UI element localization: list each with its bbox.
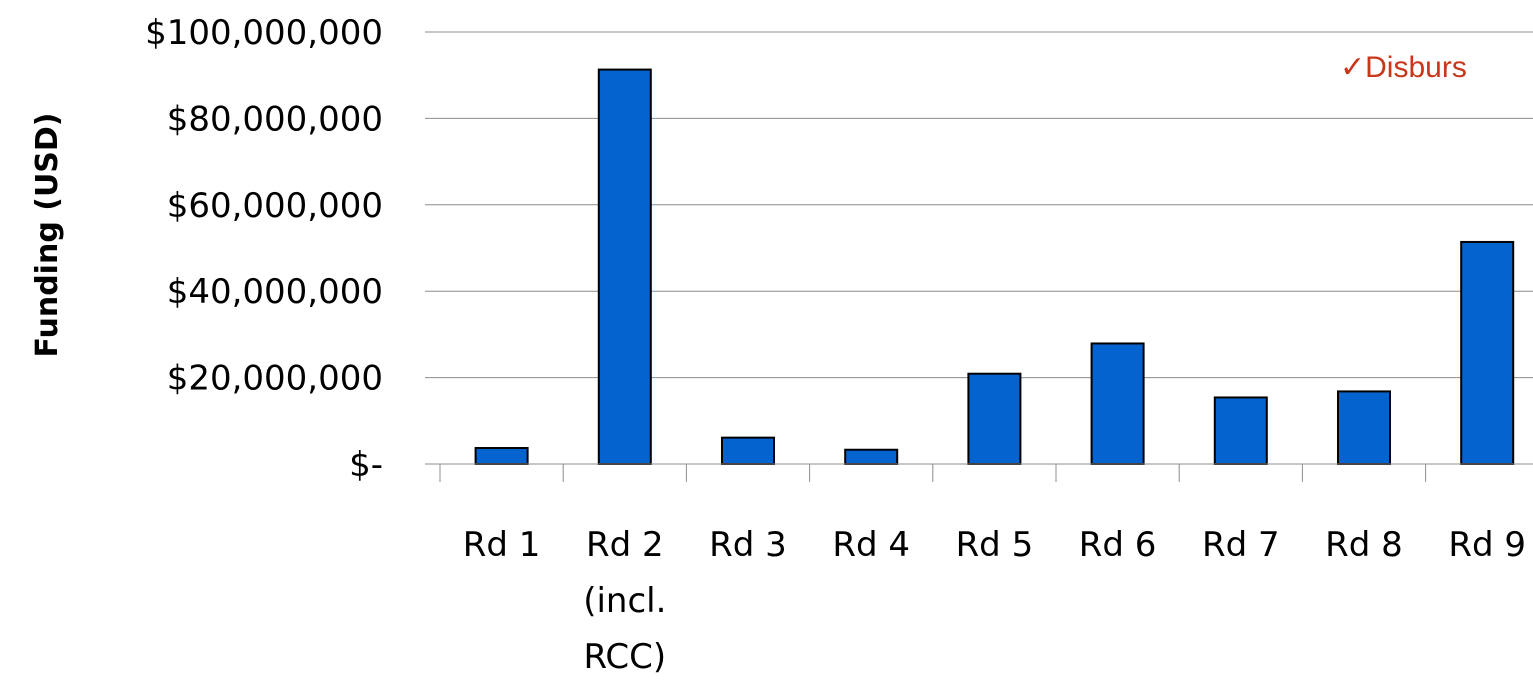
- disbursed-annotation: ✓Disburs: [1340, 51, 1467, 84]
- y-tick-label: $40,000,000: [167, 272, 383, 312]
- bar: [844, 448, 899, 465]
- x-tick-label: Rd 9: [1448, 525, 1526, 565]
- y-tick-labels: $- $20,000,000 $40,000,000 $60,000,000 $80,0…: [145, 13, 383, 485]
- bar: [1213, 396, 1268, 465]
- x-tick-label: Rd 4: [832, 525, 910, 565]
- x-tick-label: Rd 8: [1325, 525, 1403, 565]
- y-tick-label: $100,000,000: [145, 13, 383, 53]
- bar: [721, 436, 775, 466]
- x-tick-label: Rd 5: [956, 525, 1034, 565]
- x-tick-label: Rd 3: [709, 525, 787, 565]
- bar: [597, 68, 652, 465]
- bar: [474, 447, 529, 465]
- x-tick-label: (incl.: [583, 581, 666, 621]
- y-tick-label: $60,000,000: [167, 186, 383, 226]
- x-axis: [439, 463, 1533, 482]
- bar: [1337, 390, 1391, 466]
- x-tick-labels: Rd 1 Rd 2 (incl. RCC) Rd 3 Rd 4 Rd 5 Rd 6 Rd 7 Rd…: [463, 525, 1526, 677]
- bar: [1090, 342, 1145, 465]
- bars: [474, 68, 1515, 466]
- y-tick-label: $80,000,000: [167, 99, 383, 139]
- x-tick-label: RCC): [583, 637, 666, 677]
- x-tick-label: Rd 6: [1079, 525, 1157, 565]
- y-tick-label: $-: [349, 445, 383, 485]
- bar: [1460, 240, 1515, 465]
- x-tick-label: Rd 1: [463, 525, 541, 565]
- bar: [967, 372, 1022, 466]
- x-tick-label: Rd 2: [586, 525, 664, 565]
- x-tick-label: Rd 7: [1202, 525, 1280, 565]
- y-tick-label: $20,000,000: [167, 359, 383, 399]
- y-axis-label: Funding (USD): [30, 112, 65, 357]
